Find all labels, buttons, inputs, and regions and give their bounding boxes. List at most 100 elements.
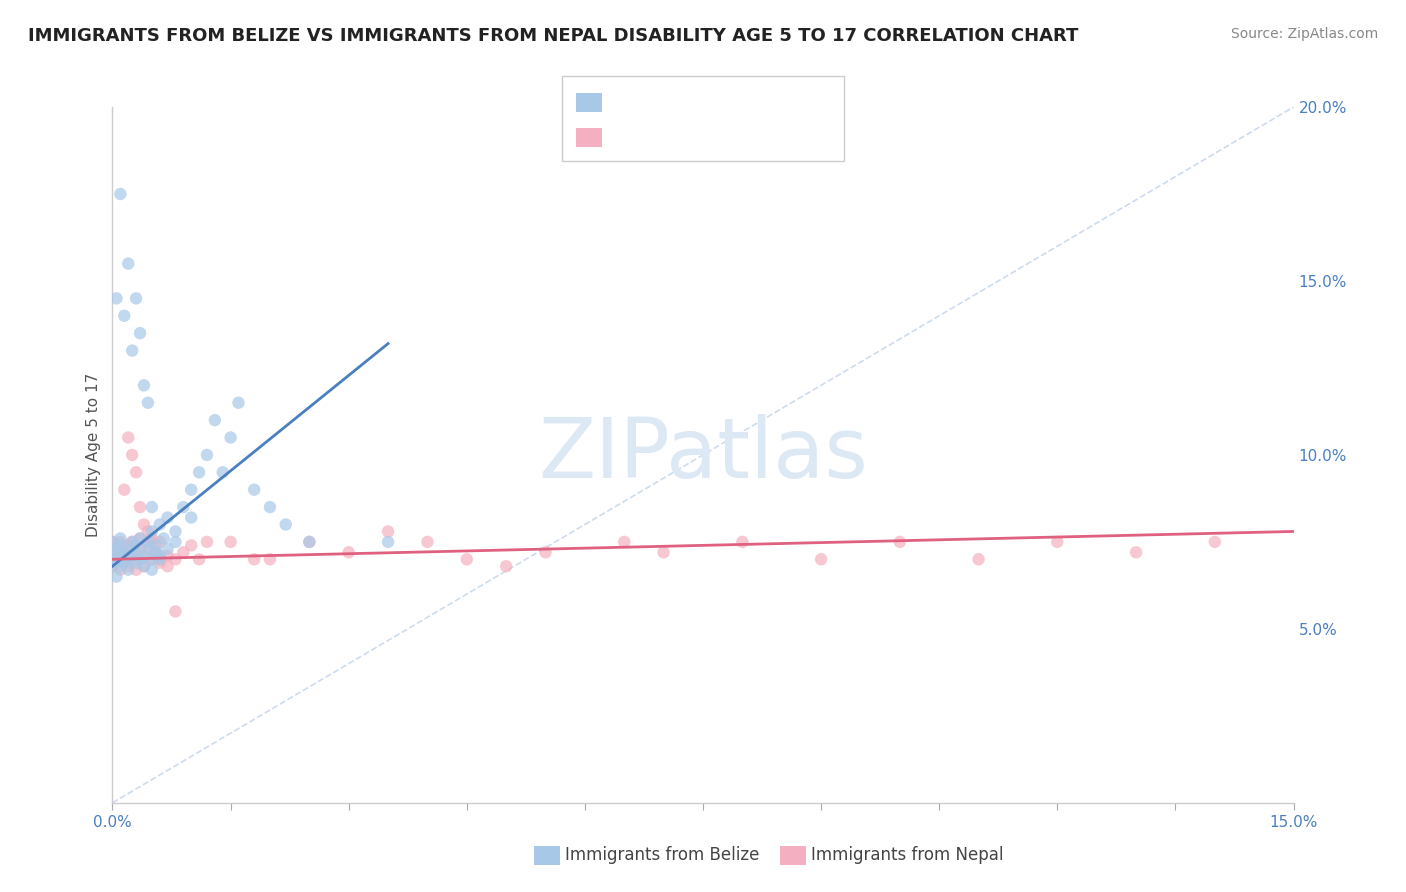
Point <box>132 517 155 532</box>
Point <box>136 538 159 552</box>
Point <box>117 559 139 574</box>
Text: R = 0.048   N = 63: R = 0.048 N = 63 <box>613 129 770 147</box>
Point <box>195 534 218 549</box>
Point <box>165 605 187 619</box>
Point <box>731 534 754 549</box>
Point <box>105 552 128 566</box>
Point <box>105 541 128 556</box>
Point <box>810 552 832 566</box>
Point <box>274 517 297 532</box>
Point <box>101 559 124 574</box>
Text: ZIPatlas: ZIPatlas <box>538 415 868 495</box>
Point <box>141 524 163 539</box>
Point <box>141 552 163 566</box>
Point <box>416 534 439 549</box>
Point <box>129 532 152 546</box>
Point <box>136 524 159 539</box>
Point <box>110 186 132 201</box>
Point <box>132 549 155 563</box>
Point <box>112 309 135 323</box>
Point <box>211 466 233 480</box>
Point <box>180 510 202 524</box>
Point <box>149 534 172 549</box>
Point <box>152 532 174 546</box>
Point <box>105 541 128 556</box>
Point <box>145 545 167 559</box>
Y-axis label: Disability Age 5 to 17: Disability Age 5 to 17 <box>86 373 101 537</box>
Point <box>129 500 152 514</box>
Point <box>132 559 155 574</box>
Point <box>156 559 179 574</box>
Point <box>132 378 155 392</box>
Point <box>228 395 250 409</box>
Point <box>141 534 163 549</box>
Point <box>101 545 124 559</box>
Point <box>243 552 266 566</box>
Point <box>121 549 143 563</box>
Point <box>132 559 155 574</box>
Point <box>243 483 266 497</box>
Point <box>117 538 139 552</box>
Point <box>105 570 128 584</box>
Point <box>652 545 675 559</box>
Point <box>121 534 143 549</box>
Point <box>259 500 281 514</box>
Point <box>377 524 399 539</box>
Point <box>337 545 360 559</box>
Text: Immigrants from Belize: Immigrants from Belize <box>565 847 759 864</box>
Point <box>110 534 132 549</box>
Text: R = 0.390   N = 64: R = 0.390 N = 64 <box>613 94 770 112</box>
Point <box>110 538 132 552</box>
Point <box>1046 534 1069 549</box>
Point <box>1204 534 1226 549</box>
Point <box>101 552 124 566</box>
Point <box>129 326 152 340</box>
Point <box>141 500 163 514</box>
Point <box>117 256 139 270</box>
Point <box>180 538 202 552</box>
Point <box>180 483 202 497</box>
Point <box>101 534 124 549</box>
Point <box>125 538 148 552</box>
Point <box>117 430 139 444</box>
Point <box>165 524 187 539</box>
Point <box>1125 545 1147 559</box>
Point <box>112 483 135 497</box>
Point <box>125 466 148 480</box>
Point <box>112 556 135 570</box>
Point <box>172 545 194 559</box>
Point <box>125 552 148 566</box>
Point <box>136 395 159 409</box>
Point <box>149 556 172 570</box>
Point <box>456 552 478 566</box>
Point <box>967 552 990 566</box>
Point <box>156 541 179 556</box>
Point <box>613 534 636 549</box>
Point <box>145 545 167 559</box>
Point <box>534 545 557 559</box>
Point <box>125 556 148 570</box>
Point <box>219 534 242 549</box>
Text: Immigrants from Nepal: Immigrants from Nepal <box>811 847 1004 864</box>
Point <box>110 532 132 546</box>
Point <box>110 549 132 563</box>
Point <box>141 552 163 566</box>
Point <box>117 552 139 566</box>
Text: Source: ZipAtlas.com: Source: ZipAtlas.com <box>1230 27 1378 41</box>
Point <box>136 534 159 549</box>
Point <box>129 532 152 546</box>
Point <box>121 549 143 563</box>
Point <box>112 545 135 559</box>
Point <box>495 559 517 574</box>
Point <box>259 552 281 566</box>
Point <box>105 291 128 305</box>
Point <box>188 466 211 480</box>
Point <box>195 448 218 462</box>
Point <box>129 552 152 566</box>
Point <box>145 545 167 559</box>
Point <box>125 291 148 305</box>
Point <box>145 538 167 552</box>
Point <box>110 563 132 577</box>
Point <box>204 413 226 427</box>
Point <box>889 534 911 549</box>
